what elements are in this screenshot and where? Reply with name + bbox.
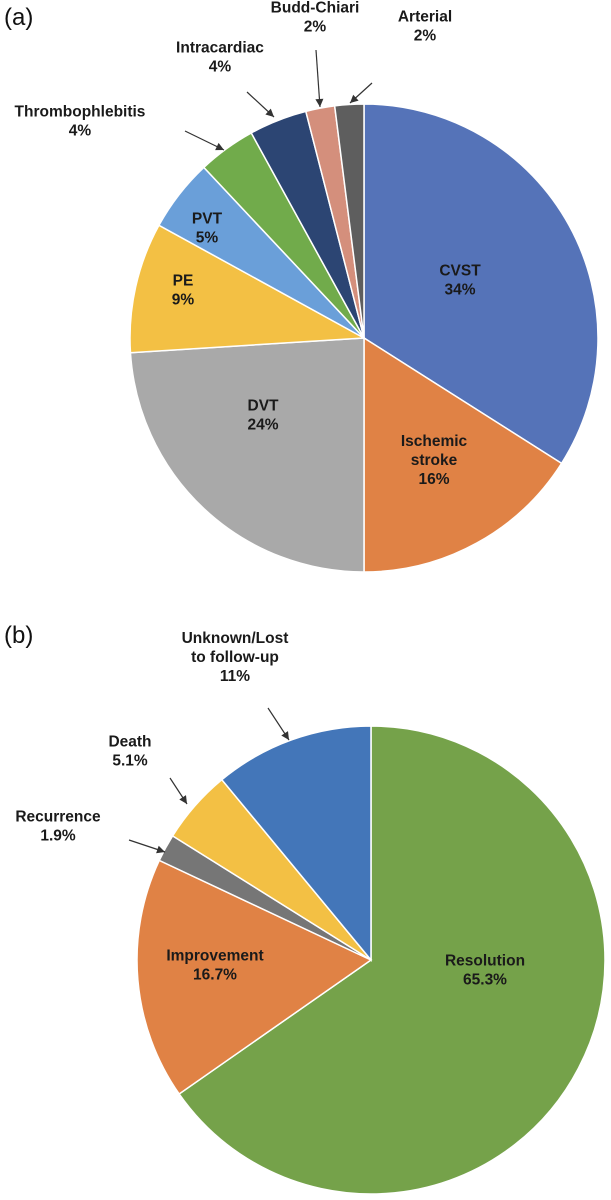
panel-a-label: (a) xyxy=(4,4,34,31)
slice-name-label-death: Death xyxy=(108,734,151,751)
slice-value-label-resolution: 65.3% xyxy=(463,972,507,989)
slice-value-label-unknown-lost-to-follow-up: 11% xyxy=(220,668,250,685)
slice-value-label-dvt: 24% xyxy=(247,417,278,434)
leader-arrowhead xyxy=(215,142,224,151)
slice-name-label-arterial: Arterial xyxy=(398,9,452,26)
slice-value-label-ischemic-stroke: 16% xyxy=(418,471,449,488)
slice-name-label-ischemic-stroke: stroke xyxy=(411,452,458,469)
slice-name-label-recurrence: Recurrence xyxy=(15,809,101,826)
slice-name-label-unknown-lost-to-follow-up: Unknown/Lost xyxy=(182,630,289,647)
slice-value-label-cvst: 34% xyxy=(444,282,475,299)
leader-arrowhead xyxy=(265,108,274,117)
pie-chart-b: Resolution 65.3% Improvement 16.7% Recurrenc… xyxy=(15,630,606,1195)
leader-line xyxy=(315,49,321,108)
slice-name-label-budd-chiari: Budd-Chiari xyxy=(271,0,360,17)
slice-name-label-improvement: Improvement xyxy=(166,948,263,965)
slice-value-label-arterial: 2% xyxy=(414,28,437,45)
slice-value-label-intracardiac: 4% xyxy=(209,59,232,76)
pie-slice-improvement xyxy=(136,859,373,1095)
leader-arrowhead xyxy=(156,845,165,854)
leader-arrowhead xyxy=(281,731,289,740)
leader-arrowhead xyxy=(315,98,324,107)
slice-name-label-intracardiac: Intracardiac xyxy=(176,40,264,57)
slice-value-label-thrombophlebitis: 4% xyxy=(69,123,92,140)
slice-name-label-thrombophlebitis: Thrombophlebitis xyxy=(15,104,146,121)
pie-slice-unknown-lost-to-follow-up xyxy=(220,725,372,963)
slice-value-label-improvement: 16.7% xyxy=(193,967,237,984)
pie-chart-a: CVST 34% Ischemic stroke 16% DVT 24% PE 9% PVT 5% T… xyxy=(15,0,599,573)
slice-name-label-ischemic-stroke: Ischemic xyxy=(401,433,468,450)
pie-slice-ischemic-stroke xyxy=(363,336,563,573)
slice-name-label-cvst: CVST xyxy=(439,263,481,280)
slice-value-label-recurrence: 1.9% xyxy=(40,828,76,845)
slice-name-label-dvt: DVT xyxy=(248,398,280,415)
pie-slice-arterial xyxy=(333,103,365,339)
pie-slice-cvst xyxy=(363,103,599,465)
slice-name-label-resolution: Resolution xyxy=(445,953,525,970)
slice-name-label-pvt: PVT xyxy=(192,211,223,228)
leader-arrowhead xyxy=(350,94,359,103)
slice-value-label-budd-chiari: 2% xyxy=(304,19,327,36)
panel-b-label: (b) xyxy=(4,622,34,649)
pie-slice-dvt xyxy=(129,337,365,573)
slice-name-label-pe: PE xyxy=(173,273,194,290)
pie-slice-pe xyxy=(129,224,367,354)
slice-value-label-death: 5.1% xyxy=(112,753,148,770)
leader-arrowhead xyxy=(179,795,187,804)
slice-value-label-pvt: 5% xyxy=(196,230,219,247)
slice-name-label-unknown-lost-to-follow-up: to follow-up xyxy=(191,649,279,666)
pie-slice-resolution xyxy=(178,725,606,1195)
slice-value-label-pe: 9% xyxy=(172,292,195,309)
